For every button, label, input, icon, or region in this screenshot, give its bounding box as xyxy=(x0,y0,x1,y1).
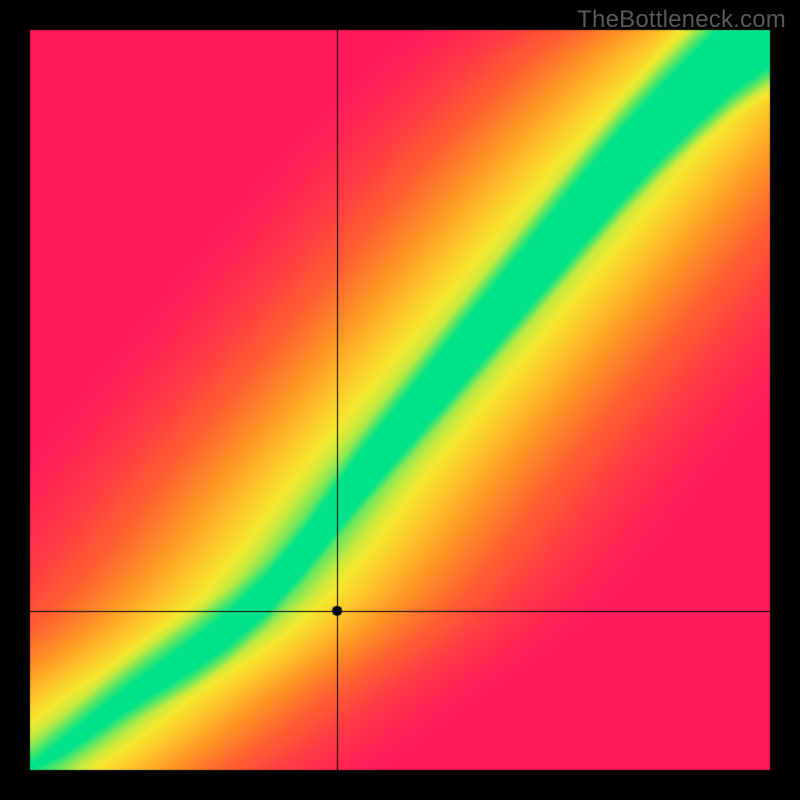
bottleneck-heatmap xyxy=(0,0,800,800)
chart-container: { "watermark": "TheBottleneck.com", "cha… xyxy=(0,0,800,800)
watermark-text: TheBottleneck.com xyxy=(577,6,786,34)
